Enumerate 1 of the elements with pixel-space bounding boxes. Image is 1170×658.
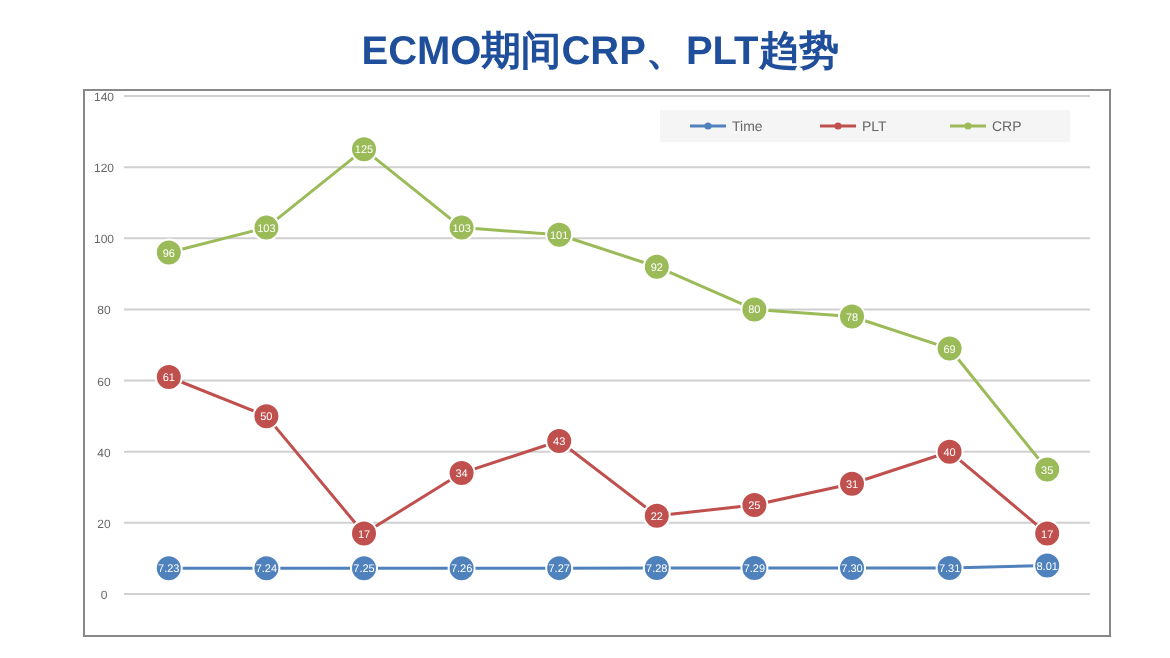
chart-title: ECMO期间CRP、PLT趋势 <box>361 30 839 74</box>
